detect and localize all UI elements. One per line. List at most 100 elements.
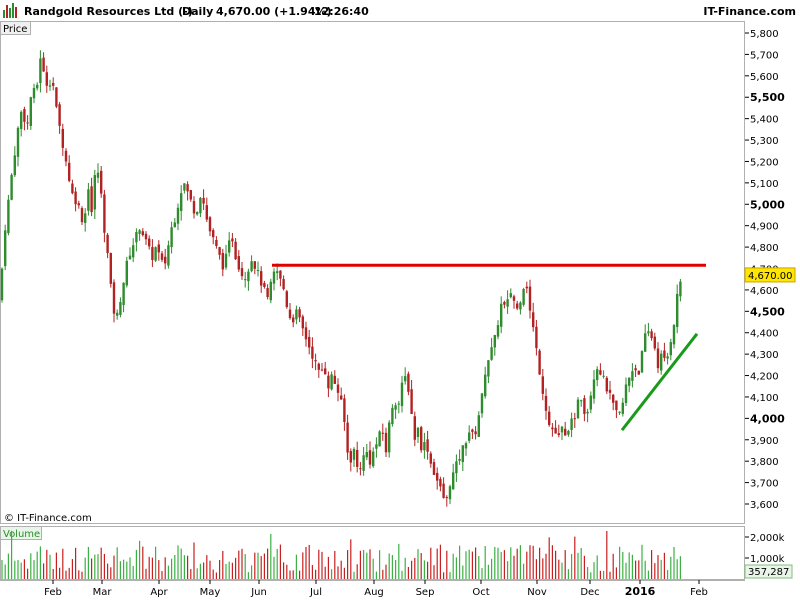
candle-body bbox=[471, 429, 474, 432]
volume-bar bbox=[404, 557, 406, 579]
candle-body bbox=[653, 336, 656, 349]
volume-bar bbox=[203, 562, 205, 579]
candle-body bbox=[672, 325, 676, 345]
volume-bar bbox=[20, 562, 22, 579]
price-panel-label-box bbox=[0, 21, 31, 35]
volume-bar bbox=[625, 562, 627, 579]
volume-panel bbox=[0, 526, 745, 580]
volume-bar bbox=[311, 565, 313, 579]
candle-body bbox=[100, 170, 103, 194]
volume-bar bbox=[270, 533, 272, 579]
candle-body bbox=[637, 370, 640, 375]
candle-body bbox=[132, 245, 135, 258]
time-tick-label: Dec bbox=[580, 587, 599, 598]
candle-body bbox=[493, 335, 496, 348]
volume-bar bbox=[420, 553, 422, 579]
volume-bar bbox=[379, 550, 381, 579]
volume-bar bbox=[459, 545, 461, 579]
candle-body bbox=[663, 350, 666, 358]
candle-body bbox=[586, 411, 589, 414]
volume-bar bbox=[532, 545, 534, 579]
volume-bar bbox=[187, 555, 189, 579]
volume-bar bbox=[315, 569, 317, 579]
volume-bar bbox=[395, 560, 397, 579]
candle-body bbox=[148, 238, 151, 247]
volume-bar bbox=[654, 563, 656, 579]
candle-body bbox=[541, 376, 544, 394]
app-logo-icon bbox=[3, 3, 17, 18]
candle-body bbox=[125, 260, 128, 286]
candle-body bbox=[87, 189, 90, 211]
volume-tick-label: 1,000k bbox=[750, 554, 785, 565]
candle-body bbox=[423, 442, 426, 451]
volume-bar bbox=[548, 537, 550, 579]
candle-body bbox=[48, 85, 52, 87]
volume-bar bbox=[251, 565, 253, 579]
candle-body bbox=[573, 418, 576, 420]
last-volume-tag: 357,287 bbox=[744, 564, 793, 579]
candle-body bbox=[528, 286, 532, 311]
volume-bar bbox=[375, 571, 377, 579]
candle-body bbox=[183, 183, 186, 191]
candle-body bbox=[7, 199, 10, 234]
candle-body bbox=[301, 316, 304, 329]
volume-bar bbox=[484, 545, 486, 579]
candle-body bbox=[464, 443, 468, 449]
volume-bar bbox=[401, 570, 403, 579]
candle-body bbox=[644, 333, 647, 352]
volume-bar bbox=[455, 557, 457, 579]
price-tick-label: 4,400 bbox=[750, 329, 779, 340]
candle-body bbox=[256, 270, 260, 272]
volume-bar bbox=[299, 570, 301, 579]
candle-body bbox=[260, 271, 263, 286]
volume-bar bbox=[193, 542, 195, 579]
volume-bar bbox=[81, 571, 83, 579]
price-tick-label: 4,000 bbox=[750, 412, 785, 425]
volume-bar bbox=[468, 549, 470, 579]
volume-bar bbox=[228, 561, 230, 579]
candle-body bbox=[362, 455, 365, 471]
candle-body bbox=[647, 331, 650, 334]
volume-bar bbox=[647, 570, 649, 579]
candle-body bbox=[548, 411, 551, 425]
candle-body bbox=[381, 432, 384, 434]
volume-bar bbox=[507, 561, 509, 579]
candle-body bbox=[106, 234, 109, 254]
candle-body bbox=[589, 395, 592, 410]
price-tick-label: 5,500 bbox=[750, 91, 785, 104]
candle-body bbox=[394, 405, 397, 410]
candle-body bbox=[68, 162, 71, 181]
candle-body bbox=[455, 461, 458, 474]
candle-body bbox=[116, 312, 119, 316]
volume-bar bbox=[561, 562, 563, 579]
candle-body bbox=[333, 375, 336, 384]
volume-bar bbox=[439, 544, 441, 579]
volume-bar bbox=[59, 567, 61, 579]
volume-bar bbox=[577, 552, 579, 579]
volume-bar bbox=[411, 560, 413, 579]
brand-label: IT-Finance.com bbox=[703, 5, 796, 18]
candle-body bbox=[535, 326, 538, 349]
candle-body bbox=[490, 347, 493, 360]
candle-body bbox=[596, 369, 599, 381]
candle-body bbox=[154, 247, 157, 261]
volume-bar bbox=[260, 556, 262, 579]
candle-body bbox=[42, 57, 45, 72]
volume-bar bbox=[113, 555, 115, 579]
volume-bar bbox=[289, 570, 291, 579]
candle-body bbox=[426, 439, 429, 452]
volume-bar bbox=[33, 560, 35, 579]
candle-body bbox=[570, 418, 573, 430]
volume-bar bbox=[4, 564, 6, 579]
volume-bar bbox=[94, 554, 96, 579]
volume-bar bbox=[350, 539, 352, 579]
candle-body bbox=[23, 109, 26, 122]
candle-body bbox=[212, 230, 215, 238]
time-tick-label: Aug bbox=[364, 587, 384, 598]
candle-body bbox=[13, 155, 16, 176]
volume-bar bbox=[324, 566, 326, 579]
candle-body bbox=[599, 370, 602, 375]
candle-body bbox=[320, 369, 324, 371]
candle-body bbox=[522, 288, 525, 305]
